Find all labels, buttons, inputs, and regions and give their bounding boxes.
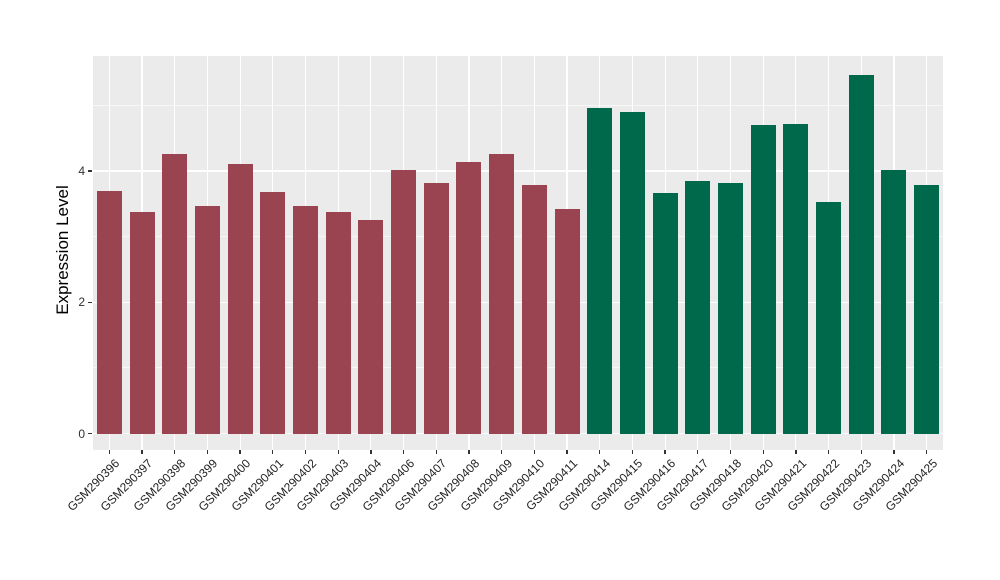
bar-GSM290415 (619, 111, 645, 434)
bar-GSM290424 (881, 169, 907, 434)
bar-GSM290420 (750, 124, 776, 434)
gridline-y-major (93, 301, 943, 303)
x-tick-mark (729, 450, 732, 454)
x-tick-mark (272, 450, 274, 454)
bar-GSM290398 (162, 153, 188, 434)
bar-GSM290396 (96, 190, 122, 434)
bar-GSM290409 (489, 153, 515, 434)
x-tick-mark (239, 450, 241, 454)
bar-GSM290423 (848, 75, 874, 434)
x-tick-mark (337, 450, 339, 454)
x-tick-mark (599, 450, 601, 454)
x-tick-mark (206, 450, 209, 454)
bar-GSM290414 (587, 107, 613, 434)
x-tick-mark (435, 450, 437, 454)
y-tick-label: 0 (78, 426, 85, 441)
bar-GSM290425 (914, 185, 940, 434)
bar-GSM290417 (685, 180, 711, 434)
bar-GSM290407 (423, 182, 449, 434)
bar-GSM290403 (325, 212, 351, 434)
gridline-y-minor (93, 367, 943, 369)
x-tick-mark (468, 450, 470, 454)
bar-GSM290421 (783, 123, 809, 434)
x-tick-mark (860, 450, 862, 454)
x-tick-mark (893, 450, 895, 454)
bar-GSM290416 (652, 192, 678, 434)
gridline-y-minor (93, 236, 943, 238)
bar-GSM290399 (194, 206, 220, 434)
y-tick-mark (88, 170, 92, 172)
gridline-y-major (93, 170, 943, 172)
x-tick-mark (795, 450, 797, 454)
x-tick-mark (664, 450, 666, 454)
bar-GSM290408 (456, 161, 482, 434)
x-tick-mark (402, 450, 405, 454)
bar-GSM290404 (358, 219, 384, 434)
x-tick-mark (370, 450, 372, 454)
y-tick-mark (88, 432, 92, 435)
bar-GSM290410 (521, 184, 547, 434)
x-tick-mark (631, 450, 634, 454)
x-tick-mark (141, 450, 143, 454)
gridline-y-minor (93, 104, 943, 106)
y-tick-label: 2 (78, 295, 85, 310)
bar-GSM290422 (816, 202, 842, 434)
y-tick-mark (88, 301, 92, 303)
x-tick-mark (174, 450, 176, 454)
bar-GSM290401 (260, 191, 286, 434)
gridline-y-major (93, 432, 943, 435)
x-tick-mark (827, 450, 830, 454)
bar-GSM290418 (717, 183, 743, 434)
y-tick-label: 4 (78, 163, 85, 178)
x-tick-mark (566, 450, 568, 454)
bar-GSM290397 (129, 211, 155, 434)
x-tick-mark (501, 450, 503, 454)
x-tick-mark (762, 450, 764, 454)
bar-GSM290411 (554, 209, 580, 434)
x-tick-mark (697, 450, 699, 454)
bar-GSM290402 (292, 206, 318, 434)
bar-GSM290400 (227, 164, 253, 434)
x-tick-mark (926, 450, 928, 454)
x-tick-mark (304, 450, 307, 454)
x-tick-mark (108, 450, 110, 454)
bar-GSM290406 (391, 169, 417, 434)
plot-panel (93, 56, 943, 450)
x-tick-mark (533, 450, 535, 454)
